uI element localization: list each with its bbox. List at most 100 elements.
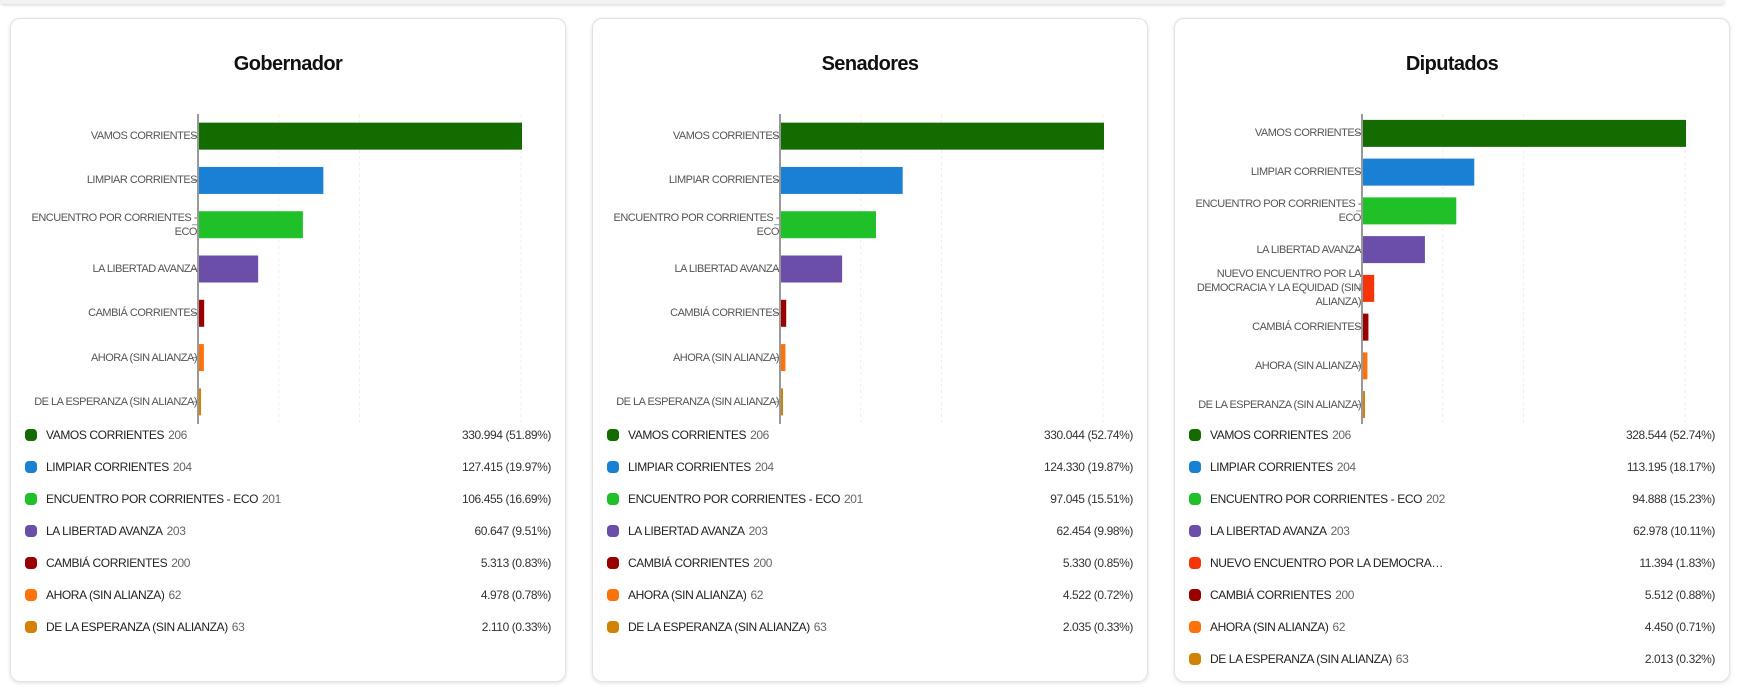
legend-votes: 2.035 (0.33%) xyxy=(1062,620,1134,634)
y-tick-label: VAMOS CORRIENTES xyxy=(672,130,780,143)
legend-votes: 330.044 (52.74%) xyxy=(1043,428,1133,442)
legend-list-number: 204 xyxy=(172,460,192,474)
legend-votes: 4.978 (0.78%) xyxy=(480,588,552,602)
legend-list-number: 63 xyxy=(813,620,827,634)
chart-svg xyxy=(192,114,522,424)
legend-item[interactable]: DE LA ESPERANZA (SIN ALIANZA) 63 2.110 (0.… xyxy=(25,611,551,643)
bar[interactable] xyxy=(781,166,903,194)
y-tick-label: LIMPIAR CORRIENTES xyxy=(668,174,780,187)
bar[interactable] xyxy=(199,166,324,194)
legend-list-number: 206 xyxy=(1332,428,1351,442)
legend-item[interactable]: AHORA (SIN ALIANZA) 62 4.978 (0.78%) xyxy=(25,579,551,611)
top-bar xyxy=(0,0,1725,4)
bar[interactable] xyxy=(199,211,303,239)
card-title: Senadores xyxy=(821,53,919,75)
bar[interactable] xyxy=(1363,313,1369,341)
legend-item[interactable]: NUEVO ENCUENTRO POR LA DEMOCRACIA Y LA E… xyxy=(1189,547,1715,579)
y-tick-label: AHORA (SIN ALIANZA) xyxy=(90,351,198,364)
legend-votes: 330.994 (51.89%) xyxy=(461,428,551,442)
legend-item[interactable]: DE LA ESPERANZA (SIN ALIANZA) 63 2.035 (0.… xyxy=(607,611,1133,643)
legend-color-dot xyxy=(25,429,37,441)
legend-item[interactable]: ENCUENTRO POR CORRIENTES - ECO 201 106.455… xyxy=(25,483,551,515)
legend-item[interactable]: ENCUENTRO POR CORRIENTES - ECO 202 94.888 … xyxy=(1189,483,1715,515)
bar[interactable] xyxy=(1363,236,1425,264)
legend-votes: 106.455 (16.69%) xyxy=(461,492,551,506)
legend-color-dot xyxy=(1189,525,1201,537)
legend-list-number: 62 xyxy=(168,588,181,602)
legend-list-number: 203 xyxy=(1330,524,1350,538)
y-tick-label: CAMBIÁ CORRIENTES xyxy=(670,307,779,320)
legend-votes: 5.512 (0.88%) xyxy=(1644,588,1716,602)
bar-chart: VAMOS CORRIENTES LIMPIAR CORRIENTES ENCUEN… xyxy=(593,109,1149,424)
bar[interactable] xyxy=(199,344,204,372)
bar[interactable] xyxy=(1363,391,1365,419)
legend-color-dot xyxy=(25,493,37,505)
legend-item[interactable]: VAMOS CORRIENTES 206 330.044 (52.74%) xyxy=(607,419,1133,451)
legend-item[interactable]: AHORA (SIN ALIANZA) 62 4.450 (0.71%) xyxy=(1189,611,1715,643)
bar[interactable] xyxy=(1363,158,1475,186)
bar[interactable] xyxy=(199,255,259,283)
legend-item[interactable]: CAMBIÁ CORRIENTES 200 5.330 (0.85%) xyxy=(607,547,1133,579)
bar[interactable] xyxy=(1363,352,1368,380)
bar[interactable] xyxy=(1363,197,1457,225)
bar[interactable] xyxy=(1363,274,1375,302)
legend-item[interactable]: LIMPIAR CORRIENTES 204 113.195 (18.17%) xyxy=(1189,451,1715,483)
legend-color-dot xyxy=(1189,429,1201,441)
card-title: Diputados xyxy=(1405,53,1499,75)
y-tick-label: DE LA ESPERANZA (SIN ALIANZA) xyxy=(34,395,197,408)
legend-list-number: 203 xyxy=(748,524,768,538)
legend-color-dot xyxy=(607,589,619,601)
legend-color-dot xyxy=(25,557,37,569)
legend-list-number: 204 xyxy=(1336,460,1356,474)
bar[interactable] xyxy=(781,255,843,283)
legend-item[interactable]: LIMPIAR CORRIENTES 204 127.415 (19.97%) xyxy=(25,451,551,483)
legend-color-dot xyxy=(607,461,619,473)
legend-item[interactable]: LIMPIAR CORRIENTES 204 124.330 (19.87%) xyxy=(607,451,1133,483)
legend-color-dot xyxy=(25,461,37,473)
bar[interactable] xyxy=(199,388,202,416)
y-tick-label: CAMBIÁ CORRIENTES xyxy=(1252,321,1361,334)
y-tick-label: CAMBIÁ CORRIENTES xyxy=(88,307,197,320)
legend-list-number: 62 xyxy=(1332,620,1345,634)
legend: VAMOS CORRIENTES 206 330.994 (51.89%) LIMPI… xyxy=(25,419,551,643)
legend-votes: 5.313 (0.83%) xyxy=(480,556,552,570)
legend: VAMOS CORRIENTES 206 328.544 (52.74%) LIMPI… xyxy=(1189,419,1715,675)
bar[interactable] xyxy=(781,388,783,416)
bar[interactable] xyxy=(781,344,786,372)
legend-list-number: 204 xyxy=(754,460,774,474)
chart-svg xyxy=(1356,114,1686,424)
legend-party-name: CAMBIÁ CORRIENTES xyxy=(628,556,750,570)
bar[interactable] xyxy=(199,299,205,327)
legend-list-number: 206 xyxy=(750,428,769,442)
legend-list-number: 63 xyxy=(231,620,245,634)
legend-party-name: ENCUENTRO POR CORRIENTES - ECO xyxy=(46,492,259,506)
legend-item[interactable]: LA LIBERTAD AVANZA 203 62.978 (10.11%) xyxy=(1189,515,1715,547)
legend-item[interactable]: VAMOS CORRIENTES 206 330.994 (51.89%) xyxy=(25,419,551,451)
bar-chart: VAMOS CORRIENTES LIMPIAR CORRIENTES ENCUEN… xyxy=(1175,109,1731,424)
legend-votes: 2.013 (0.32%) xyxy=(1644,652,1716,666)
legend-item[interactable]: VAMOS CORRIENTES 206 328.544 (52.74%) xyxy=(1189,419,1715,451)
bar[interactable] xyxy=(781,211,876,239)
legend-color-dot xyxy=(25,525,37,537)
legend-party-name: LA LIBERTAD AVANZA xyxy=(628,524,745,538)
bar[interactable] xyxy=(1363,119,1686,147)
legend-votes: 94.888 (15.23%) xyxy=(1632,492,1715,506)
legend-item[interactable]: CAMBIÁ CORRIENTES 200 5.512 (0.88%) xyxy=(1189,579,1715,611)
legend-item[interactable]: CAMBIÁ CORRIENTES 200 5.313 (0.83%) xyxy=(25,547,551,579)
bar[interactable] xyxy=(781,299,787,327)
bar-chart: VAMOS CORRIENTES LIMPIAR CORRIENTES ENCUEN… xyxy=(11,109,567,424)
legend-item[interactable]: LA LIBERTAD AVANZA 203 62.454 (9.98%) xyxy=(607,515,1133,547)
legend-color-dot xyxy=(25,589,37,601)
bar[interactable] xyxy=(781,122,1104,150)
legend-list-number: 200 xyxy=(753,556,773,570)
legend-votes: 127.415 (19.97%) xyxy=(461,460,551,474)
legend-list-number: 63 xyxy=(1395,652,1409,666)
card-title: Gobernador xyxy=(233,53,343,75)
legend-item[interactable]: DE LA ESPERANZA (SIN ALIANZA) 63 2.013 (0.… xyxy=(1189,643,1715,675)
legend-item[interactable]: AHORA (SIN ALIANZA) 62 4.522 (0.72%) xyxy=(607,579,1133,611)
legend-party-name: DE LA ESPERANZA (SIN ALIANZA) xyxy=(628,620,810,634)
legend-item[interactable]: ENCUENTRO POR CORRIENTES - ECO 201 97.045 … xyxy=(607,483,1133,515)
legend-item[interactable]: LA LIBERTAD AVANZA 203 60.647 (9.51%) xyxy=(25,515,551,547)
y-tick-label: LA LIBERTAD AVANZA xyxy=(1256,243,1361,256)
bar[interactable] xyxy=(199,122,522,150)
